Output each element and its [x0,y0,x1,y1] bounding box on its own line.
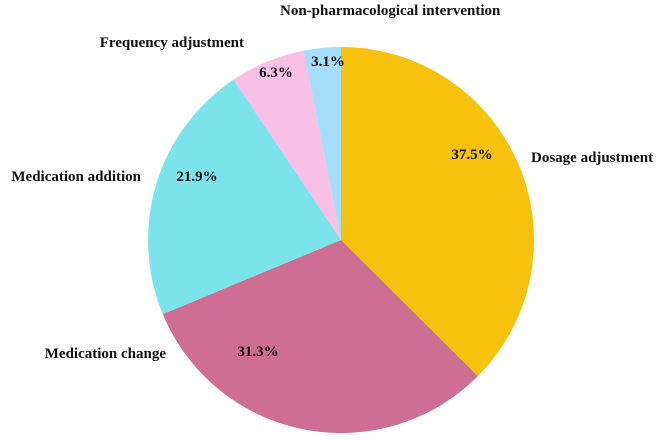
pie-labels: 37.5% Dosage adjustment 31.3% Medication ch… [11,3,653,362]
pie-slice-non-pharmacological-intervention [303,47,341,240]
pie-slices [148,47,534,433]
slice-category-label-dosage-adjustment: Dosage adjustment [531,150,653,166]
slice-category-label-non-pharmacological-intervention: Non-pharmacological intervention [280,3,501,19]
pie-slice-frequency-adjustment [233,50,341,240]
slice-category-label-frequency-adjustment: Frequency adjustment [100,35,244,51]
pie-slice-medication-change [162,240,478,433]
slice-value-label-medication-change: 31.3% [237,344,278,360]
slice-category-label-medication-change: Medication change [45,346,167,362]
pie-slice-dosage-adjustment [341,47,534,377]
slice-value-label-non-pharmacological-intervention: 3.1% [311,54,345,70]
slice-value-label-frequency-adjustment: 6.3% [259,65,293,81]
slice-category-label-medication-addition: Medication addition [11,169,141,185]
slice-value-label-dosage-adjustment: 37.5% [451,147,492,163]
pie-slice-medication-addition [148,79,341,315]
slice-value-label-medication-addition: 21.9% [176,169,217,185]
